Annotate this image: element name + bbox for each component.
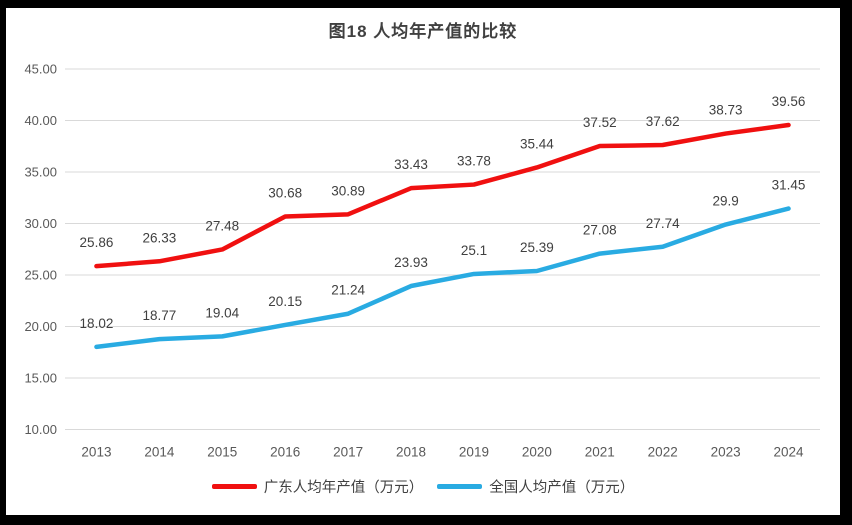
- y-tick-label: 45.00: [24, 62, 57, 77]
- data-label: 25.39: [520, 240, 554, 255]
- data-label: 18.77: [142, 308, 176, 323]
- legend-label-national: 全国人均产值（万元）: [489, 480, 635, 496]
- legend: 广东人均年产值（万元） 全国人均产值（万元）: [6, 476, 840, 497]
- data-label: 25.1: [461, 243, 487, 258]
- x-tick-label: 2015: [207, 445, 237, 460]
- x-tick-label: 2016: [270, 445, 300, 460]
- y-tick-label: 10.00: [24, 422, 57, 437]
- x-tick-label: 2019: [459, 445, 489, 460]
- data-label: 30.68: [268, 185, 302, 200]
- blue-line-swatch: [437, 484, 483, 489]
- red-line-swatch: [211, 484, 257, 489]
- x-tick-label: 2020: [522, 445, 552, 460]
- y-tick-label: 15.00: [24, 371, 57, 386]
- data-label: 33.78: [457, 154, 491, 169]
- series-line-0[interactable]: [94, 122, 791, 269]
- data-label: 27.48: [205, 218, 239, 233]
- data-label: 39.56: [772, 94, 806, 109]
- data-label: 21.24: [331, 283, 365, 298]
- data-label: 35.44: [520, 136, 554, 151]
- legend-item-national[interactable]: 全国人均产值（万元）: [437, 476, 634, 497]
- data-label: 29.9: [712, 194, 738, 209]
- y-tick-label: 30.00: [24, 216, 57, 231]
- data-label: 38.73: [709, 103, 743, 118]
- data-label: 20.15: [268, 294, 302, 309]
- x-tick-label: 2022: [648, 445, 678, 460]
- data-label: 26.33: [142, 230, 176, 245]
- data-labels-series-1: 18.02 18.77 19.04 20.15 21.24 23.93 25.1 25.39 2…: [80, 178, 806, 331]
- data-label: 37.52: [583, 115, 617, 130]
- x-tick-label: 2024: [774, 445, 805, 460]
- data-label: 18.02: [80, 316, 114, 331]
- data-label: 27.74: [646, 216, 680, 231]
- chart-panel: 图18 人均年产值的比较 10.00 15.00 20.00 25.00 30.00 35…: [6, 8, 840, 515]
- y-tick-label: 35.00: [24, 165, 57, 180]
- data-label: 37.62: [646, 114, 680, 129]
- x-tick-label: 2023: [711, 445, 741, 460]
- data-label: 33.43: [394, 157, 428, 172]
- y-tick-label: 25.00: [24, 268, 57, 283]
- data-labels-series-0: 25.86 26.33 27.48 30.68 30.89 33.43 33.78 35.44…: [80, 94, 806, 250]
- x-tick-label: 2017: [333, 445, 363, 460]
- x-tick-label: 2014: [144, 445, 175, 460]
- x-tick-label: 2018: [396, 445, 426, 460]
- data-label: 31.45: [772, 178, 806, 193]
- x-tick-label: 2021: [585, 445, 615, 460]
- x-axis-tick-labels: 2013 2014 2015 2016 2017 2018 2019 2020 2021 2022…: [81, 445, 804, 460]
- legend-label-guangdong: 广东人均年产值（万元）: [263, 480, 424, 496]
- line-chart-plot-area: 10.00 15.00 20.00 25.00 30.00 35.00 40.00 45.00…: [24, 62, 820, 460]
- y-tick-label: 40.00: [24, 113, 57, 128]
- chart-title: 图18 人均年产值的比较: [328, 22, 518, 41]
- x-tick-label: 2013: [81, 445, 111, 460]
- data-label: 25.86: [80, 235, 114, 250]
- legend-item-guangdong[interactable]: 广东人均年产值（万元）: [211, 476, 424, 497]
- data-label: 30.89: [331, 183, 365, 198]
- data-label: 23.93: [394, 255, 428, 270]
- series-line-1[interactable]: [94, 206, 791, 350]
- gridlines: [65, 68, 820, 430]
- y-axis-tick-labels: 10.00 15.00 20.00 25.00 30.00 35.00 40.00 45.00: [24, 62, 57, 438]
- data-label: 19.04: [205, 305, 239, 320]
- data-label: 27.08: [583, 223, 617, 238]
- y-tick-label: 20.00: [24, 319, 57, 334]
